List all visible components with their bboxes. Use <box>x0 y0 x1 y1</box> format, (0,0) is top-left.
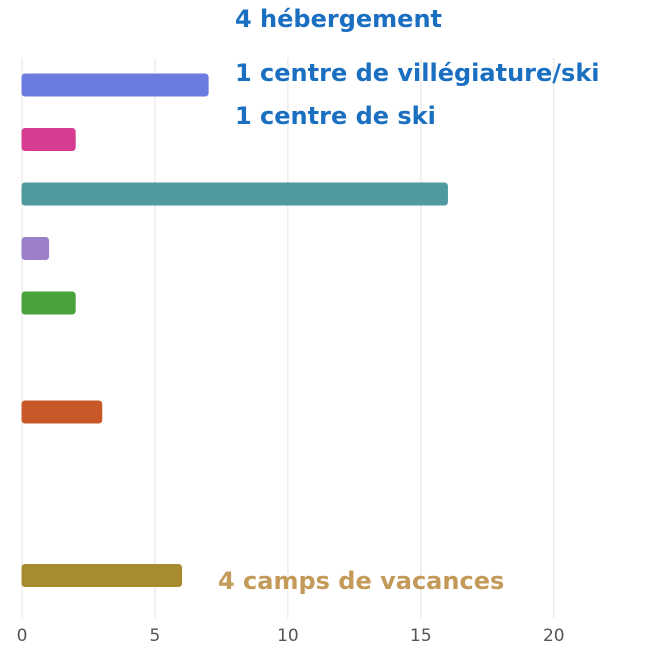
annotation: 1 centre de villégiature/ski <box>235 59 600 87</box>
bar <box>21 182 448 206</box>
annotation: 1 centre de ski <box>235 102 436 130</box>
x-tick-label: 10 <box>277 626 299 646</box>
bar <box>21 400 103 424</box>
x-tick-label: 5 <box>150 626 161 646</box>
bar <box>21 128 76 151</box>
annotation: 4 hébergement <box>235 5 442 33</box>
bar <box>21 237 50 260</box>
x-tick-label: 20 <box>543 626 565 646</box>
bar <box>21 564 183 587</box>
x-tick-label: 0 <box>17 626 28 646</box>
bar <box>21 73 209 97</box>
annotation: 4 camps de vacances <box>218 567 504 595</box>
bar <box>21 291 76 315</box>
x-tick-label: 15 <box>410 626 432 646</box>
